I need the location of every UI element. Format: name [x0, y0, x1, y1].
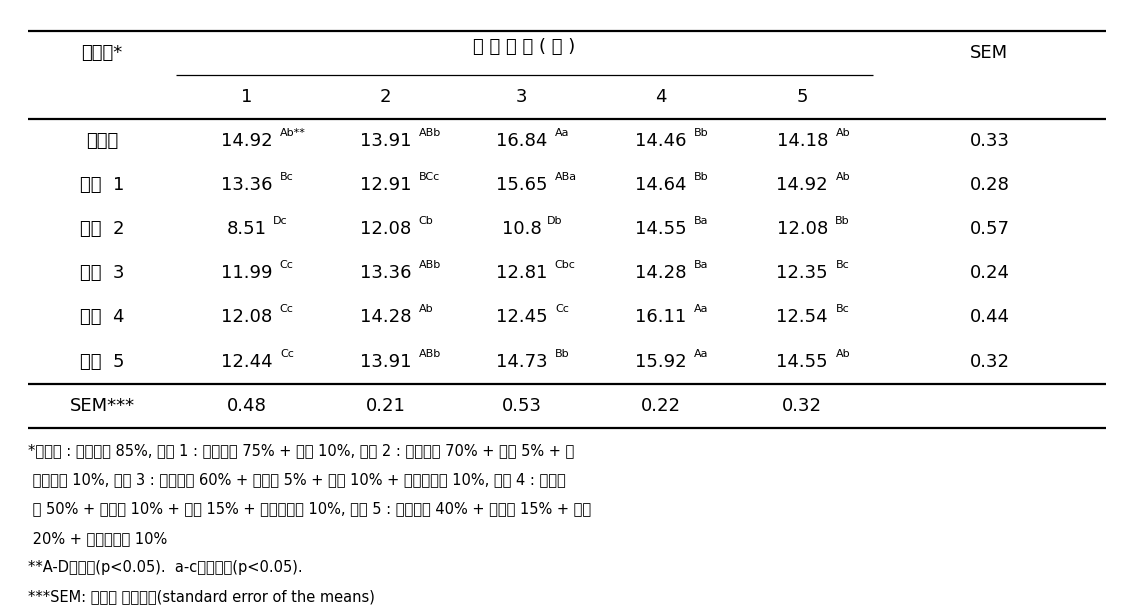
Text: 14.18: 14.18	[777, 132, 828, 150]
Text: 처리  5: 처리 5	[79, 353, 125, 370]
Text: 8.51: 8.51	[227, 220, 266, 238]
Text: 0.22: 0.22	[641, 397, 680, 415]
Text: 14.92: 14.92	[777, 176, 828, 194]
Text: 13.91: 13.91	[359, 132, 412, 150]
Text: Aa: Aa	[694, 348, 709, 359]
Text: 12.08: 12.08	[221, 309, 272, 326]
Text: 14.73: 14.73	[496, 353, 548, 370]
Text: 13.36: 13.36	[221, 176, 272, 194]
Text: ABb: ABb	[418, 128, 441, 138]
Text: Bc: Bc	[280, 172, 294, 182]
Text: SEM: SEM	[971, 43, 1008, 62]
Text: 2: 2	[380, 88, 391, 106]
Text: Bb: Bb	[555, 348, 569, 359]
Text: Ab: Ab	[836, 348, 850, 359]
Text: 15.65: 15.65	[496, 176, 548, 194]
Text: 0.24: 0.24	[970, 264, 1009, 282]
Text: 처리  3: 처리 3	[79, 264, 125, 282]
Text: 12.45: 12.45	[496, 309, 548, 326]
Text: 3: 3	[516, 88, 527, 106]
Text: 0.21: 0.21	[365, 397, 406, 415]
Text: 15.92: 15.92	[635, 353, 686, 370]
Text: 12.81: 12.81	[496, 264, 548, 282]
Text: BCc: BCc	[418, 172, 440, 182]
Text: Cb: Cb	[418, 216, 433, 226]
Text: Bc: Bc	[836, 304, 849, 315]
Text: 14.64: 14.64	[635, 176, 686, 194]
Text: 12.35: 12.35	[777, 264, 828, 282]
Text: 13.36: 13.36	[359, 264, 412, 282]
Text: 0.28: 0.28	[970, 176, 1009, 194]
Text: Bb: Bb	[836, 216, 850, 226]
Text: 0.48: 0.48	[227, 397, 266, 415]
Text: *대조구 : 돼지고기 85%, 처리 1 : 돼지고기 75% + 전분 10%, 처리 2 : 돼지고기 70% + 어육 5% + 옥: *대조구 : 돼지고기 85%, 처리 1 : 돼지고기 75% + 전분 10…	[28, 443, 575, 458]
Text: ABb: ABb	[418, 260, 441, 270]
Text: 0.32: 0.32	[970, 353, 1009, 370]
Text: Ab: Ab	[836, 128, 850, 138]
Text: 0.32: 0.32	[782, 397, 822, 415]
Text: 14.28: 14.28	[635, 264, 686, 282]
Text: SEM***: SEM***	[69, 397, 135, 415]
Text: 14.28: 14.28	[359, 309, 412, 326]
Text: 10.8: 10.8	[501, 220, 542, 238]
Text: 12.08: 12.08	[777, 220, 828, 238]
Text: 14.55: 14.55	[777, 353, 828, 370]
Text: 0.44: 0.44	[970, 309, 1009, 326]
Text: 16.84: 16.84	[496, 132, 548, 150]
Text: ABb: ABb	[418, 348, 441, 359]
Text: Bb: Bb	[694, 128, 709, 138]
Text: 0.53: 0.53	[501, 397, 542, 415]
Text: 14.55: 14.55	[635, 220, 686, 238]
Text: Aa: Aa	[555, 128, 569, 138]
Text: 0.57: 0.57	[970, 220, 1009, 238]
Text: Bb: Bb	[694, 172, 709, 182]
Text: 수수전분 10%, 처리 3 : 돼지고기 60% + 닭고기 5% + 어육 10% + 옥수수전분 10%, 처리 4 : 돼지고: 수수전분 10%, 처리 3 : 돼지고기 60% + 닭고기 5% + 어육 …	[28, 472, 566, 488]
Text: Cbc: Cbc	[555, 260, 576, 270]
Text: 12.44: 12.44	[221, 353, 272, 370]
Text: Ba: Ba	[694, 216, 709, 226]
Text: 대조구: 대조구	[86, 132, 118, 150]
Text: **A-D처리구(p<0.05).  a-c저장기간(p<0.05).: **A-D처리구(p<0.05). a-c저장기간(p<0.05).	[28, 560, 303, 576]
Text: 1: 1	[240, 88, 253, 106]
Text: 16.11: 16.11	[635, 309, 686, 326]
Text: 5: 5	[796, 88, 809, 106]
Text: Cc: Cc	[280, 304, 294, 315]
Text: 처리구*: 처리구*	[82, 43, 122, 62]
Text: Ab**: Ab**	[280, 128, 306, 138]
Text: Ab: Ab	[836, 172, 850, 182]
Text: 12.91: 12.91	[359, 176, 412, 194]
Text: 저 장 기 간 ( 주 ): 저 장 기 간 ( 주 )	[473, 38, 576, 56]
Text: 0.33: 0.33	[970, 132, 1009, 150]
Text: ***SEM: 평균의 표준오차(standard error of the means): ***SEM: 평균의 표준오차(standard error of the m…	[28, 590, 375, 605]
Text: 14.46: 14.46	[635, 132, 686, 150]
Text: Ba: Ba	[694, 260, 709, 270]
Text: 처리  1: 처리 1	[79, 176, 125, 194]
Text: 기 50% + 닭고기 10% + 어육 15% + 옥수수전분 10%, 처리 5 : 돼지고기 40% + 닭고기 15% + 어육: 기 50% + 닭고기 10% + 어육 15% + 옥수수전분 10%, 처리…	[28, 502, 592, 517]
Text: 14.92: 14.92	[221, 132, 272, 150]
Text: Aa: Aa	[694, 304, 708, 315]
Text: 처리  2: 처리 2	[79, 220, 125, 238]
Text: Db: Db	[548, 216, 562, 226]
Text: 처리  4: 처리 4	[79, 309, 125, 326]
Text: 13.91: 13.91	[359, 353, 412, 370]
Text: Bc: Bc	[836, 260, 849, 270]
Text: 4: 4	[654, 88, 667, 106]
Text: Cc: Cc	[280, 260, 294, 270]
Text: Cc: Cc	[280, 348, 294, 359]
Text: 11.99: 11.99	[221, 264, 272, 282]
Text: 20% + 옥수수전분 10%: 20% + 옥수수전분 10%	[28, 531, 168, 546]
Text: Ab: Ab	[418, 304, 433, 315]
Text: 12.54: 12.54	[777, 309, 828, 326]
Text: Cc: Cc	[555, 304, 569, 315]
Text: ABa: ABa	[555, 172, 577, 182]
Text: Dc: Dc	[272, 216, 287, 226]
Text: 12.08: 12.08	[359, 220, 412, 238]
